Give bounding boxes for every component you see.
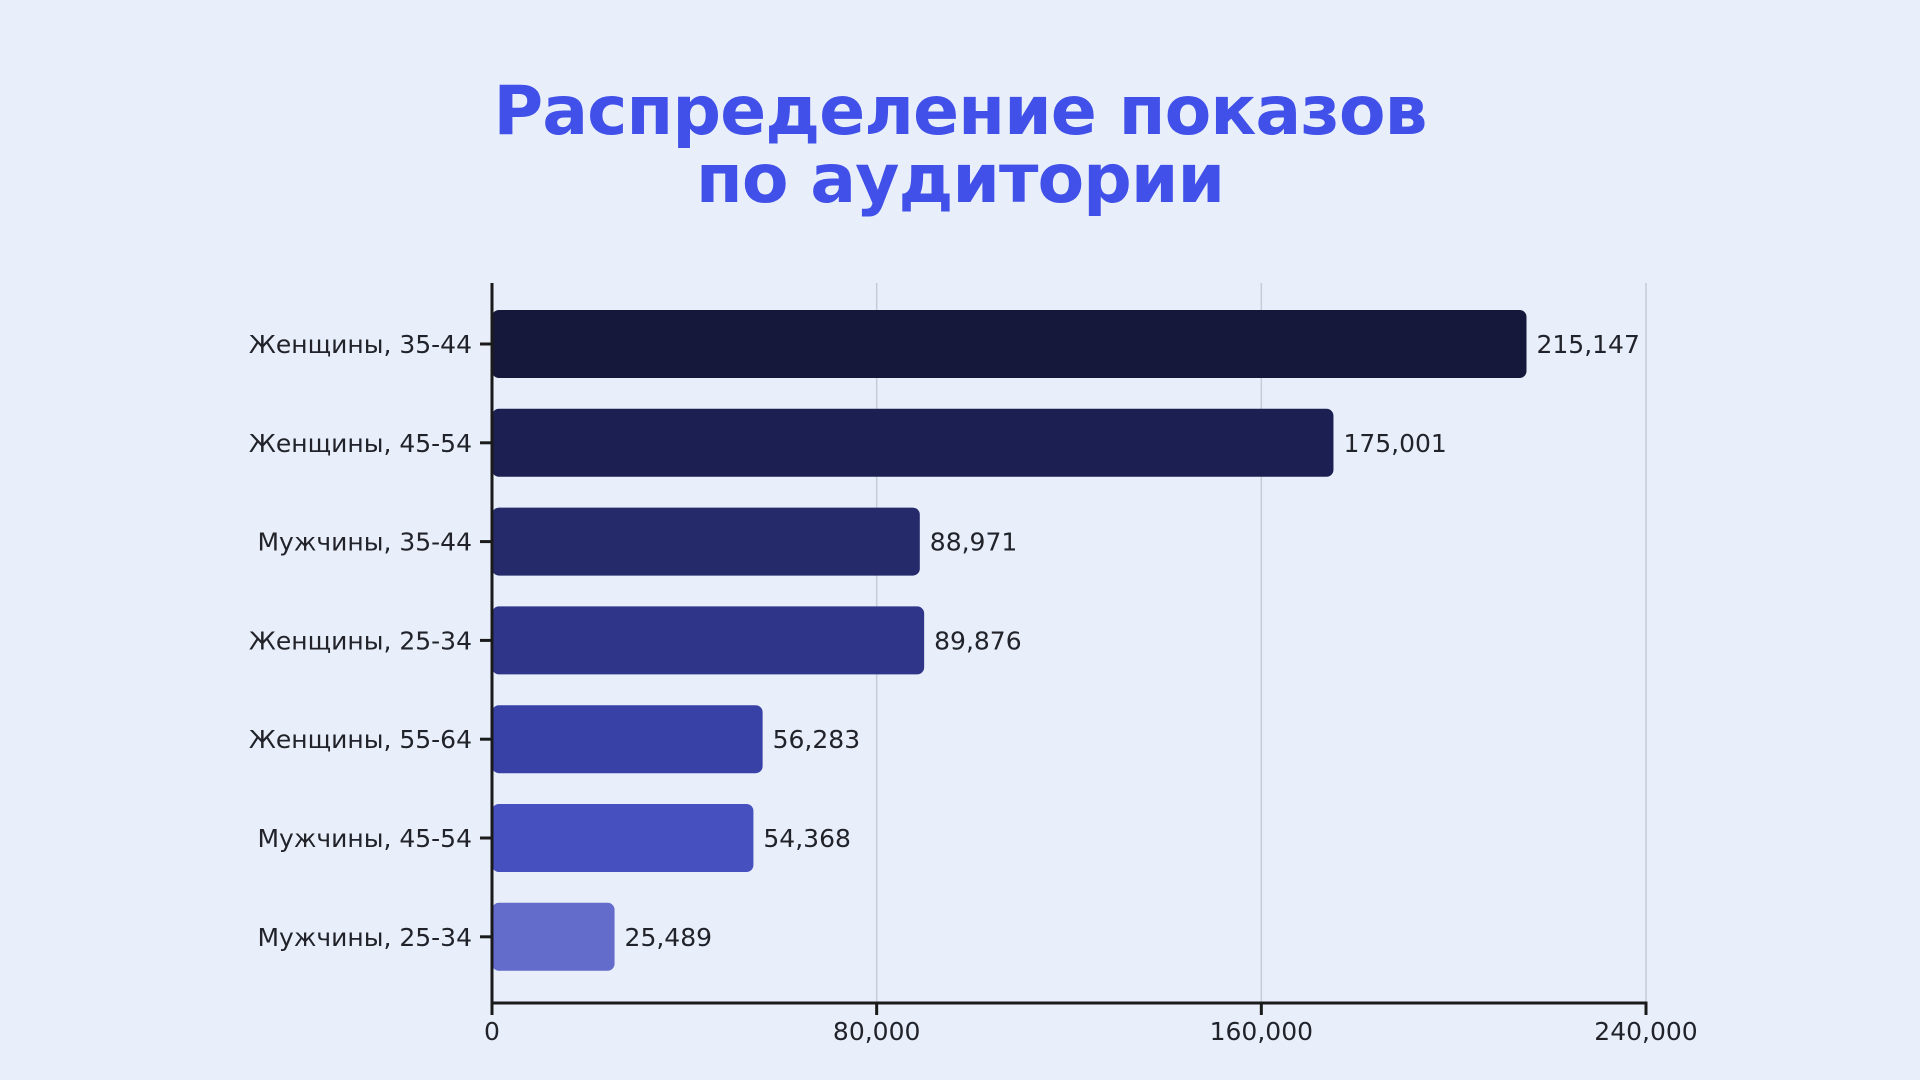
bar: [492, 408, 1334, 477]
x-tick-label: 80,000: [833, 1017, 920, 1046]
category-label: Женщины, 25-34: [249, 626, 472, 655]
x-tick-label: 160,000: [1210, 1017, 1313, 1046]
category-label: Женщины, 55-64: [249, 725, 472, 754]
bars: [492, 310, 1527, 971]
category-label: Женщины, 45-54: [249, 429, 472, 458]
value-label: 215,147: [1536, 330, 1639, 359]
bar: [492, 310, 1527, 378]
x-tick-label: 0: [484, 1017, 500, 1046]
value-label: 56,283: [773, 725, 860, 754]
chart-title: Распределение показов по аудитории: [0, 78, 1920, 214]
chart-title-line-1: Распределение показов: [493, 72, 1427, 151]
bar: [492, 507, 920, 576]
category-label: Мужчины, 45-54: [257, 824, 472, 853]
bar: [492, 902, 615, 971]
bar: [492, 705, 763, 774]
labels: 215,147 Женщины, 35-44 175,001 Женщины, 45-…: [249, 330, 1698, 1046]
category-label: Мужчины, 35-44: [257, 528, 472, 557]
value-label: 175,001: [1343, 429, 1446, 458]
bar: [492, 804, 754, 872]
x-tick-label: 240,000: [1594, 1017, 1697, 1046]
category-label: Мужчины, 25-34: [257, 923, 472, 952]
chart-title-line-2: по аудитории: [695, 140, 1225, 219]
axes: [480, 283, 1648, 1015]
category-label: Женщины, 35-44: [249, 330, 472, 359]
value-label: 25,489: [625, 923, 712, 952]
value-label: 88,971: [930, 528, 1017, 557]
bar: [492, 606, 925, 675]
value-label: 89,876: [934, 626, 1021, 655]
value-label: 54,368: [763, 824, 850, 853]
